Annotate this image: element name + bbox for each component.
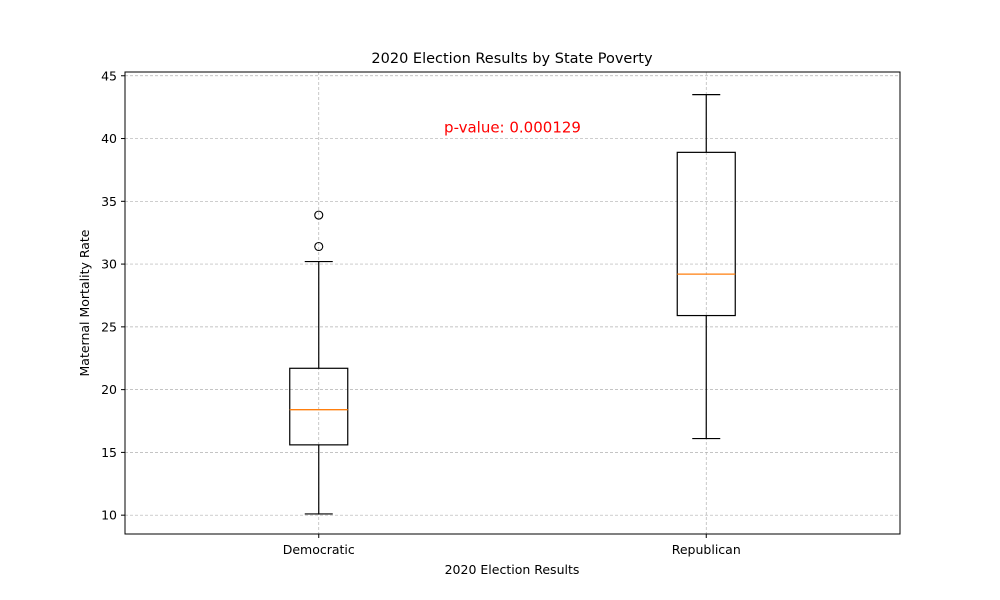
x-axis-ticks: Democratic Republican — [283, 534, 741, 557]
outlier-point — [314, 210, 324, 220]
y-tick-label: 10 — [101, 508, 117, 523]
chart-title: 2020 Election Results by State Poverty — [371, 51, 653, 67]
y-tick-label: 15 — [101, 445, 117, 460]
y-tick-label: 30 — [101, 257, 117, 272]
box-plots — [289, 93, 736, 515]
outlier-point — [314, 241, 324, 252]
p-value-annotation: p-value: 0.000129 — [444, 118, 581, 136]
box-democratic — [289, 210, 349, 515]
x-tick-label: Republican — [672, 542, 741, 557]
plot-frame — [124, 71, 901, 535]
y-tick-label: 40 — [101, 131, 117, 146]
x-tick-label: Democratic — [283, 542, 355, 557]
y-tick-label: 25 — [101, 319, 117, 334]
y-axis-ticks: 10 15 20 25 30 35 40 45 — [101, 68, 125, 523]
y-tick-label: 45 — [101, 68, 117, 83]
y-tick-label: 20 — [101, 382, 117, 397]
iqr-box — [289, 367, 349, 446]
y-tick-label: 35 — [101, 194, 117, 209]
grid-lines — [125, 72, 900, 534]
iqr-box — [676, 151, 736, 317]
box-republican — [676, 93, 736, 440]
x-axis-label: 2020 Election Results — [445, 562, 580, 577]
y-axis-label: Maternal Mortality Rate — [77, 229, 92, 376]
